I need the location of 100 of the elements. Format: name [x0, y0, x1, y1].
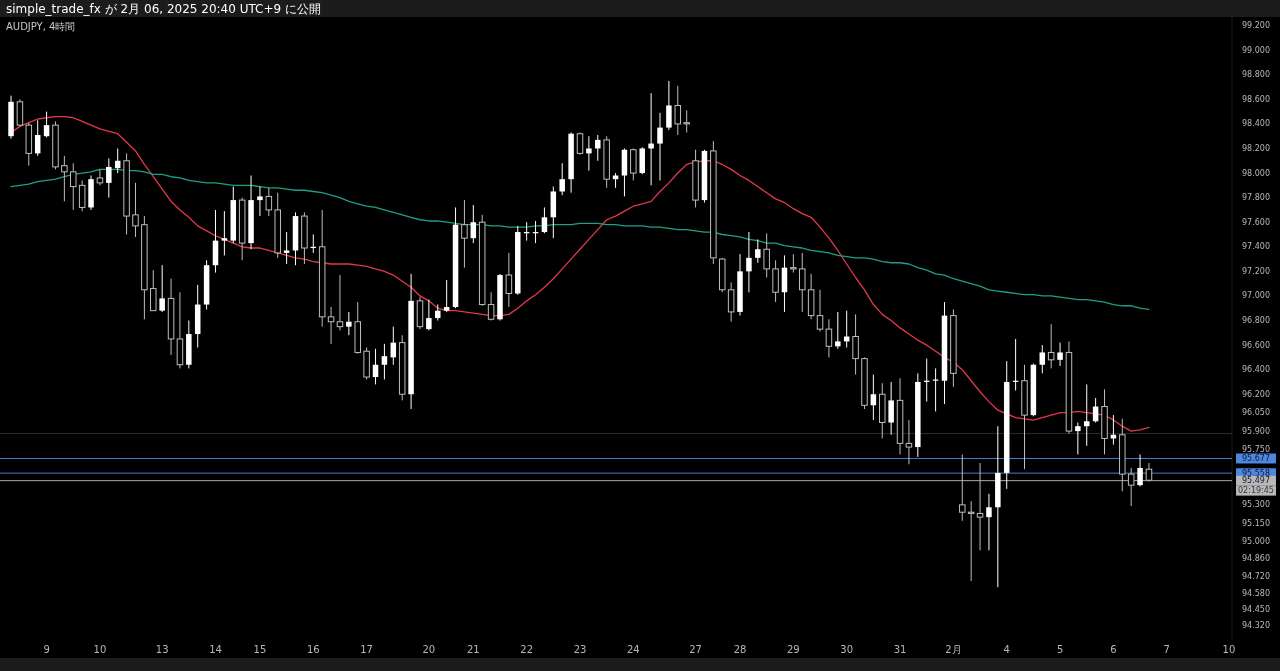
y-tick-label: 98.000 [1242, 168, 1270, 178]
candlestick [1137, 453, 1143, 487]
candlestick [1075, 422, 1081, 455]
y-tick-label: 97.400 [1242, 242, 1270, 252]
x-tick-label: 28 [733, 643, 747, 655]
y-tick-label: 95.750 [1242, 445, 1270, 455]
candlestick [905, 419, 913, 465]
y-tick-label: 97.000 [1242, 291, 1270, 301]
candlestick [835, 311, 841, 350]
candlestick [1083, 383, 1090, 447]
y-tick-label: 96.600 [1242, 340, 1270, 350]
x-tick-label: 10 [1222, 643, 1236, 655]
x-tick-label: 7 [1163, 643, 1170, 655]
candlestick [683, 109, 690, 134]
y-tick-label: 95.000 [1242, 537, 1270, 547]
candlestick [470, 204, 477, 244]
y-tick-label: 96.200 [1242, 389, 1270, 399]
y-tick-label: 98.200 [1242, 143, 1270, 153]
x-tick-label: 9 [43, 643, 50, 655]
candlestick [763, 232, 770, 278]
candlestick [327, 306, 335, 345]
y-tick-label: 99.000 [1242, 45, 1270, 55]
ref-line-label: 95.677 [1242, 454, 1270, 464]
candlestick [986, 493, 992, 551]
y-tick-label: 97.200 [1242, 266, 1270, 276]
x-tick-label: 27 [689, 643, 702, 655]
candlestick [257, 186, 263, 217]
y-tick-label: 96.050 [1242, 408, 1270, 418]
y-tick-label: 98.800 [1242, 70, 1270, 80]
x-tick-label: 22 [520, 643, 534, 655]
x-tick-label: 2月 [945, 643, 962, 655]
candlestick [825, 318, 833, 358]
x-tick-label: 6 [1110, 643, 1117, 655]
y-tick-label: 99.200 [1242, 21, 1270, 31]
candlestick [852, 313, 859, 376]
y-tick-label: 95.150 [1242, 518, 1270, 528]
candlestick [70, 162, 77, 211]
candlestick [1039, 344, 1046, 374]
y-tick-label: 94.580 [1242, 588, 1270, 598]
y-tick-label: 94.720 [1242, 571, 1270, 581]
x-tick-label: 4 [1003, 643, 1010, 655]
candlestick [666, 80, 672, 131]
x-tick-label: 13 [155, 643, 169, 655]
x-tick-label: 24 [626, 643, 640, 655]
candlestick [43, 111, 50, 138]
candlestick [888, 381, 894, 436]
candlestick [755, 238, 761, 264]
candlestick [798, 252, 806, 313]
candlestick [746, 231, 752, 293]
candlestick [426, 299, 432, 331]
ref-line-label: 95.558 [1242, 468, 1270, 478]
y-tick-label: 96.800 [1242, 316, 1270, 326]
candlestick [443, 279, 450, 313]
candlestick [772, 259, 779, 303]
candlestick [595, 134, 601, 162]
candlestick [61, 155, 68, 202]
candlestick [790, 253, 797, 274]
candlestick [1057, 342, 1063, 367]
candlestick [816, 289, 824, 333]
y-tick-label: 94.320 [1242, 620, 1270, 630]
y-tick-label: 94.860 [1242, 554, 1270, 564]
candlestick [586, 135, 592, 172]
y-tick-label: 97.600 [1242, 217, 1270, 227]
candlestick [265, 187, 273, 217]
candlestick [16, 98, 24, 127]
y-tick-label: 95.900 [1242, 426, 1270, 436]
candlestick [727, 281, 735, 323]
x-tick-label: 23 [573, 643, 587, 655]
x-tick-label: 10 [93, 643, 107, 655]
x-tick-label: 21 [466, 643, 480, 655]
candlestick [221, 210, 228, 256]
candlestick [336, 274, 344, 331]
candlestick [932, 367, 939, 412]
y-tick-label: 96.400 [1242, 365, 1270, 375]
x-tick-label: 30 [840, 643, 854, 655]
candlestick [461, 199, 468, 269]
candlestick [967, 500, 975, 582]
y-tick-label: 94.450 [1242, 604, 1270, 614]
y-tick-label: 98.600 [1242, 94, 1270, 104]
candlestick [559, 162, 565, 196]
candlestick [1047, 323, 1055, 369]
candlestick [159, 264, 165, 313]
y-tick-label: 98.400 [1242, 119, 1270, 129]
candlestick [78, 179, 86, 212]
candlestick [870, 374, 877, 421]
candlestick [381, 343, 388, 380]
x-tick-label: 14 [209, 643, 222, 655]
x-tick-label: 16 [306, 643, 320, 655]
text: 02:19:45 [1238, 486, 1274, 496]
x-tick-label: 20 [422, 643, 436, 655]
candlestick [346, 311, 352, 336]
candlestick [106, 157, 112, 199]
x-tick-label: 29 [786, 643, 800, 655]
candlestick [487, 291, 495, 322]
chart-subtitle: simple_trade_fx が 2月 06, 2025 20:40 UTC+9 に公開 [6, 2, 321, 16]
x-tick-label: 5 [1056, 643, 1064, 655]
y-tick-label: 97.800 [1242, 193, 1270, 203]
candlestick [674, 85, 682, 136]
y-tick-label: 95.300 [1242, 500, 1270, 510]
candlestick [96, 168, 104, 186]
